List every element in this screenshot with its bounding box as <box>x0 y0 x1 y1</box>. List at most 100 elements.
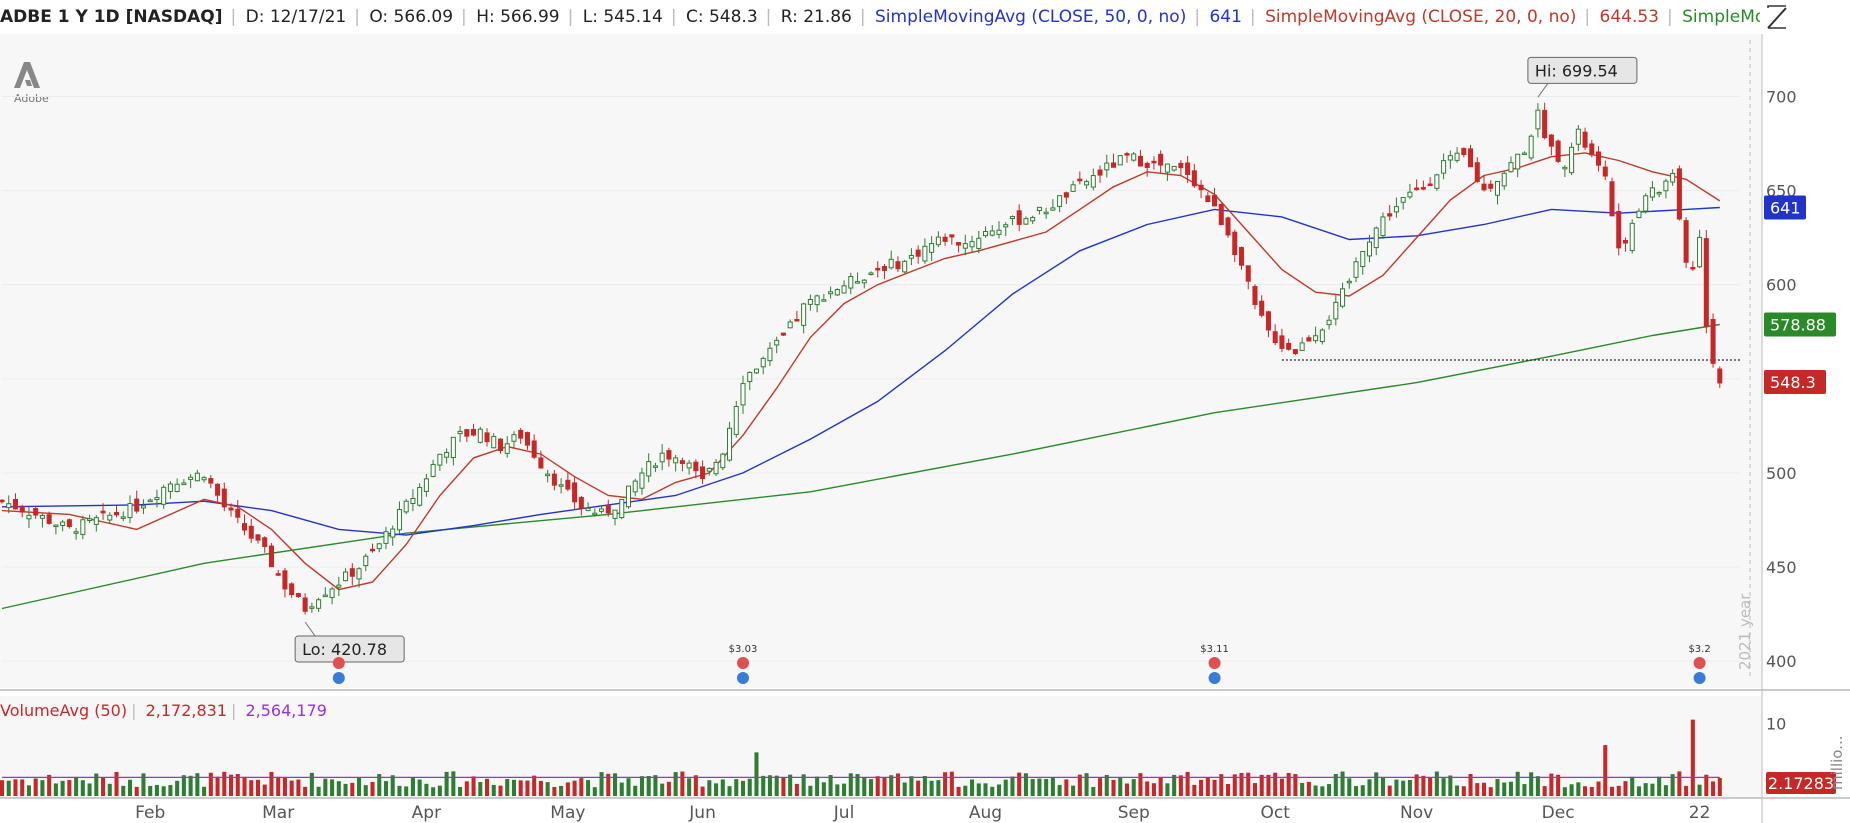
volume-bar <box>842 783 847 796</box>
candle-body <box>1521 152 1527 156</box>
candle-body <box>1030 217 1036 222</box>
dividend-icon[interactable] <box>737 657 750 669</box>
volume-bar <box>902 782 907 796</box>
volume-bar <box>1266 774 1271 796</box>
volume-bar <box>107 783 112 796</box>
earnings-icon[interactable] <box>737 672 750 684</box>
candle-body <box>706 467 712 472</box>
volume-bar <box>444 771 449 796</box>
candle-body <box>1447 155 1453 161</box>
volume-bar <box>794 783 799 796</box>
volume-bar <box>1636 786 1641 796</box>
earnings-icon[interactable] <box>1693 672 1706 684</box>
candle-body <box>1279 335 1285 349</box>
volume-bar <box>895 773 900 796</box>
volume-header: VolumeAvg (50) | 2,172,831 | 2,564,179 <box>0 701 327 720</box>
sma200-label[interactable]: SimpleMovingAvg (CLOSE, 200, 0,... <box>1682 7 1760 27</box>
symbol-label[interactable]: ADBE 1 Y 1D [NASDAQ] <box>0 7 223 27</box>
candle-body <box>996 229 1002 235</box>
volume-bar <box>505 779 510 796</box>
candle-body <box>322 594 328 598</box>
volume-bar <box>208 772 213 796</box>
candle-body <box>1676 168 1682 220</box>
candle-body <box>1393 206 1399 213</box>
volume-bar <box>74 776 79 796</box>
candle-body <box>1137 155 1143 167</box>
candle-body <box>383 531 389 544</box>
candle-body <box>1616 210 1622 249</box>
candle-body <box>848 276 854 289</box>
candle-body <box>686 462 692 469</box>
earnings-icon[interactable] <box>332 672 345 684</box>
candle-body <box>1023 218 1029 225</box>
volume-bar <box>1219 774 1224 796</box>
volume-bar <box>80 780 85 796</box>
volume-current-label: 2.17283 <box>1768 774 1834 793</box>
candle-body <box>1683 220 1689 263</box>
candle-body <box>12 499 18 510</box>
volume-bar <box>821 782 826 796</box>
candle-body <box>1178 162 1184 169</box>
dividend-icon[interactable] <box>332 657 345 669</box>
candle-body <box>619 498 625 519</box>
sma50-label[interactable]: SimpleMovingAvg (CLOSE, 50, 0, no) <box>875 7 1187 27</box>
candle-body <box>1286 342 1292 350</box>
volume-bar <box>1643 783 1648 796</box>
volume-bar <box>1340 771 1345 796</box>
volume-bar <box>357 777 362 796</box>
volume-bar <box>606 773 611 796</box>
volume-bar <box>383 781 388 796</box>
dividend-icon[interactable] <box>1693 657 1706 669</box>
x-tick-label: Oct <box>1260 803 1290 823</box>
candle-body <box>1205 195 1211 203</box>
volume-bar <box>1158 777 1163 796</box>
candle-body <box>989 230 995 236</box>
candle-body <box>1387 213 1393 217</box>
candle-body <box>343 571 349 582</box>
volume-bar <box>1609 786 1615 796</box>
candle-body <box>1501 172 1507 187</box>
volume-bar <box>1360 785 1365 796</box>
volume-bar <box>1542 786 1547 796</box>
candle-body <box>814 295 820 306</box>
candle-body <box>1555 140 1561 162</box>
volume-bar <box>1380 778 1385 796</box>
volume-bar <box>127 779 133 796</box>
candle-body <box>1164 163 1170 173</box>
low-annotation: Lo: 420.78 <box>302 640 387 659</box>
volume-bar <box>168 785 173 796</box>
volume-bar <box>835 784 840 796</box>
earnings-icon[interactable] <box>1208 672 1221 684</box>
volume-bar <box>410 777 415 796</box>
volume-bar <box>1023 773 1028 796</box>
volume-bar <box>754 752 759 796</box>
dividend-label: $3.03 <box>729 644 758 655</box>
adobe-logo: Adobe <box>14 62 49 105</box>
dividend-label: $3.2 <box>1688 644 1710 655</box>
volume-bar <box>767 775 772 796</box>
volume-bar <box>175 780 180 796</box>
sma20-label[interactable]: SimpleMovingAvg (CLOSE, 20, 0, no) <box>1265 7 1577 27</box>
candle-body <box>1292 349 1298 355</box>
candle-body <box>410 497 416 504</box>
volume-bar <box>525 780 530 796</box>
volume-bar <box>377 774 382 796</box>
volume-bar <box>303 786 308 796</box>
volume-bar <box>1172 774 1177 796</box>
volume-bar <box>1562 787 1567 796</box>
volume-bar <box>370 781 375 796</box>
candle-body <box>558 484 564 487</box>
chart-style-icon[interactable] <box>1762 0 1792 34</box>
volume-bar <box>828 775 833 796</box>
dividend-icon[interactable] <box>1208 657 1221 669</box>
volume-bar <box>1185 771 1190 796</box>
volume-bar <box>350 782 355 796</box>
volume-avg-label[interactable]: VolumeAvg (50) <box>0 701 128 720</box>
volume-bar <box>909 776 914 796</box>
volume-bar <box>1044 778 1049 796</box>
volume-bar <box>101 777 106 796</box>
volume-bar <box>141 773 146 796</box>
volume-bar <box>330 779 335 796</box>
x-tick-label: May <box>550 803 585 823</box>
